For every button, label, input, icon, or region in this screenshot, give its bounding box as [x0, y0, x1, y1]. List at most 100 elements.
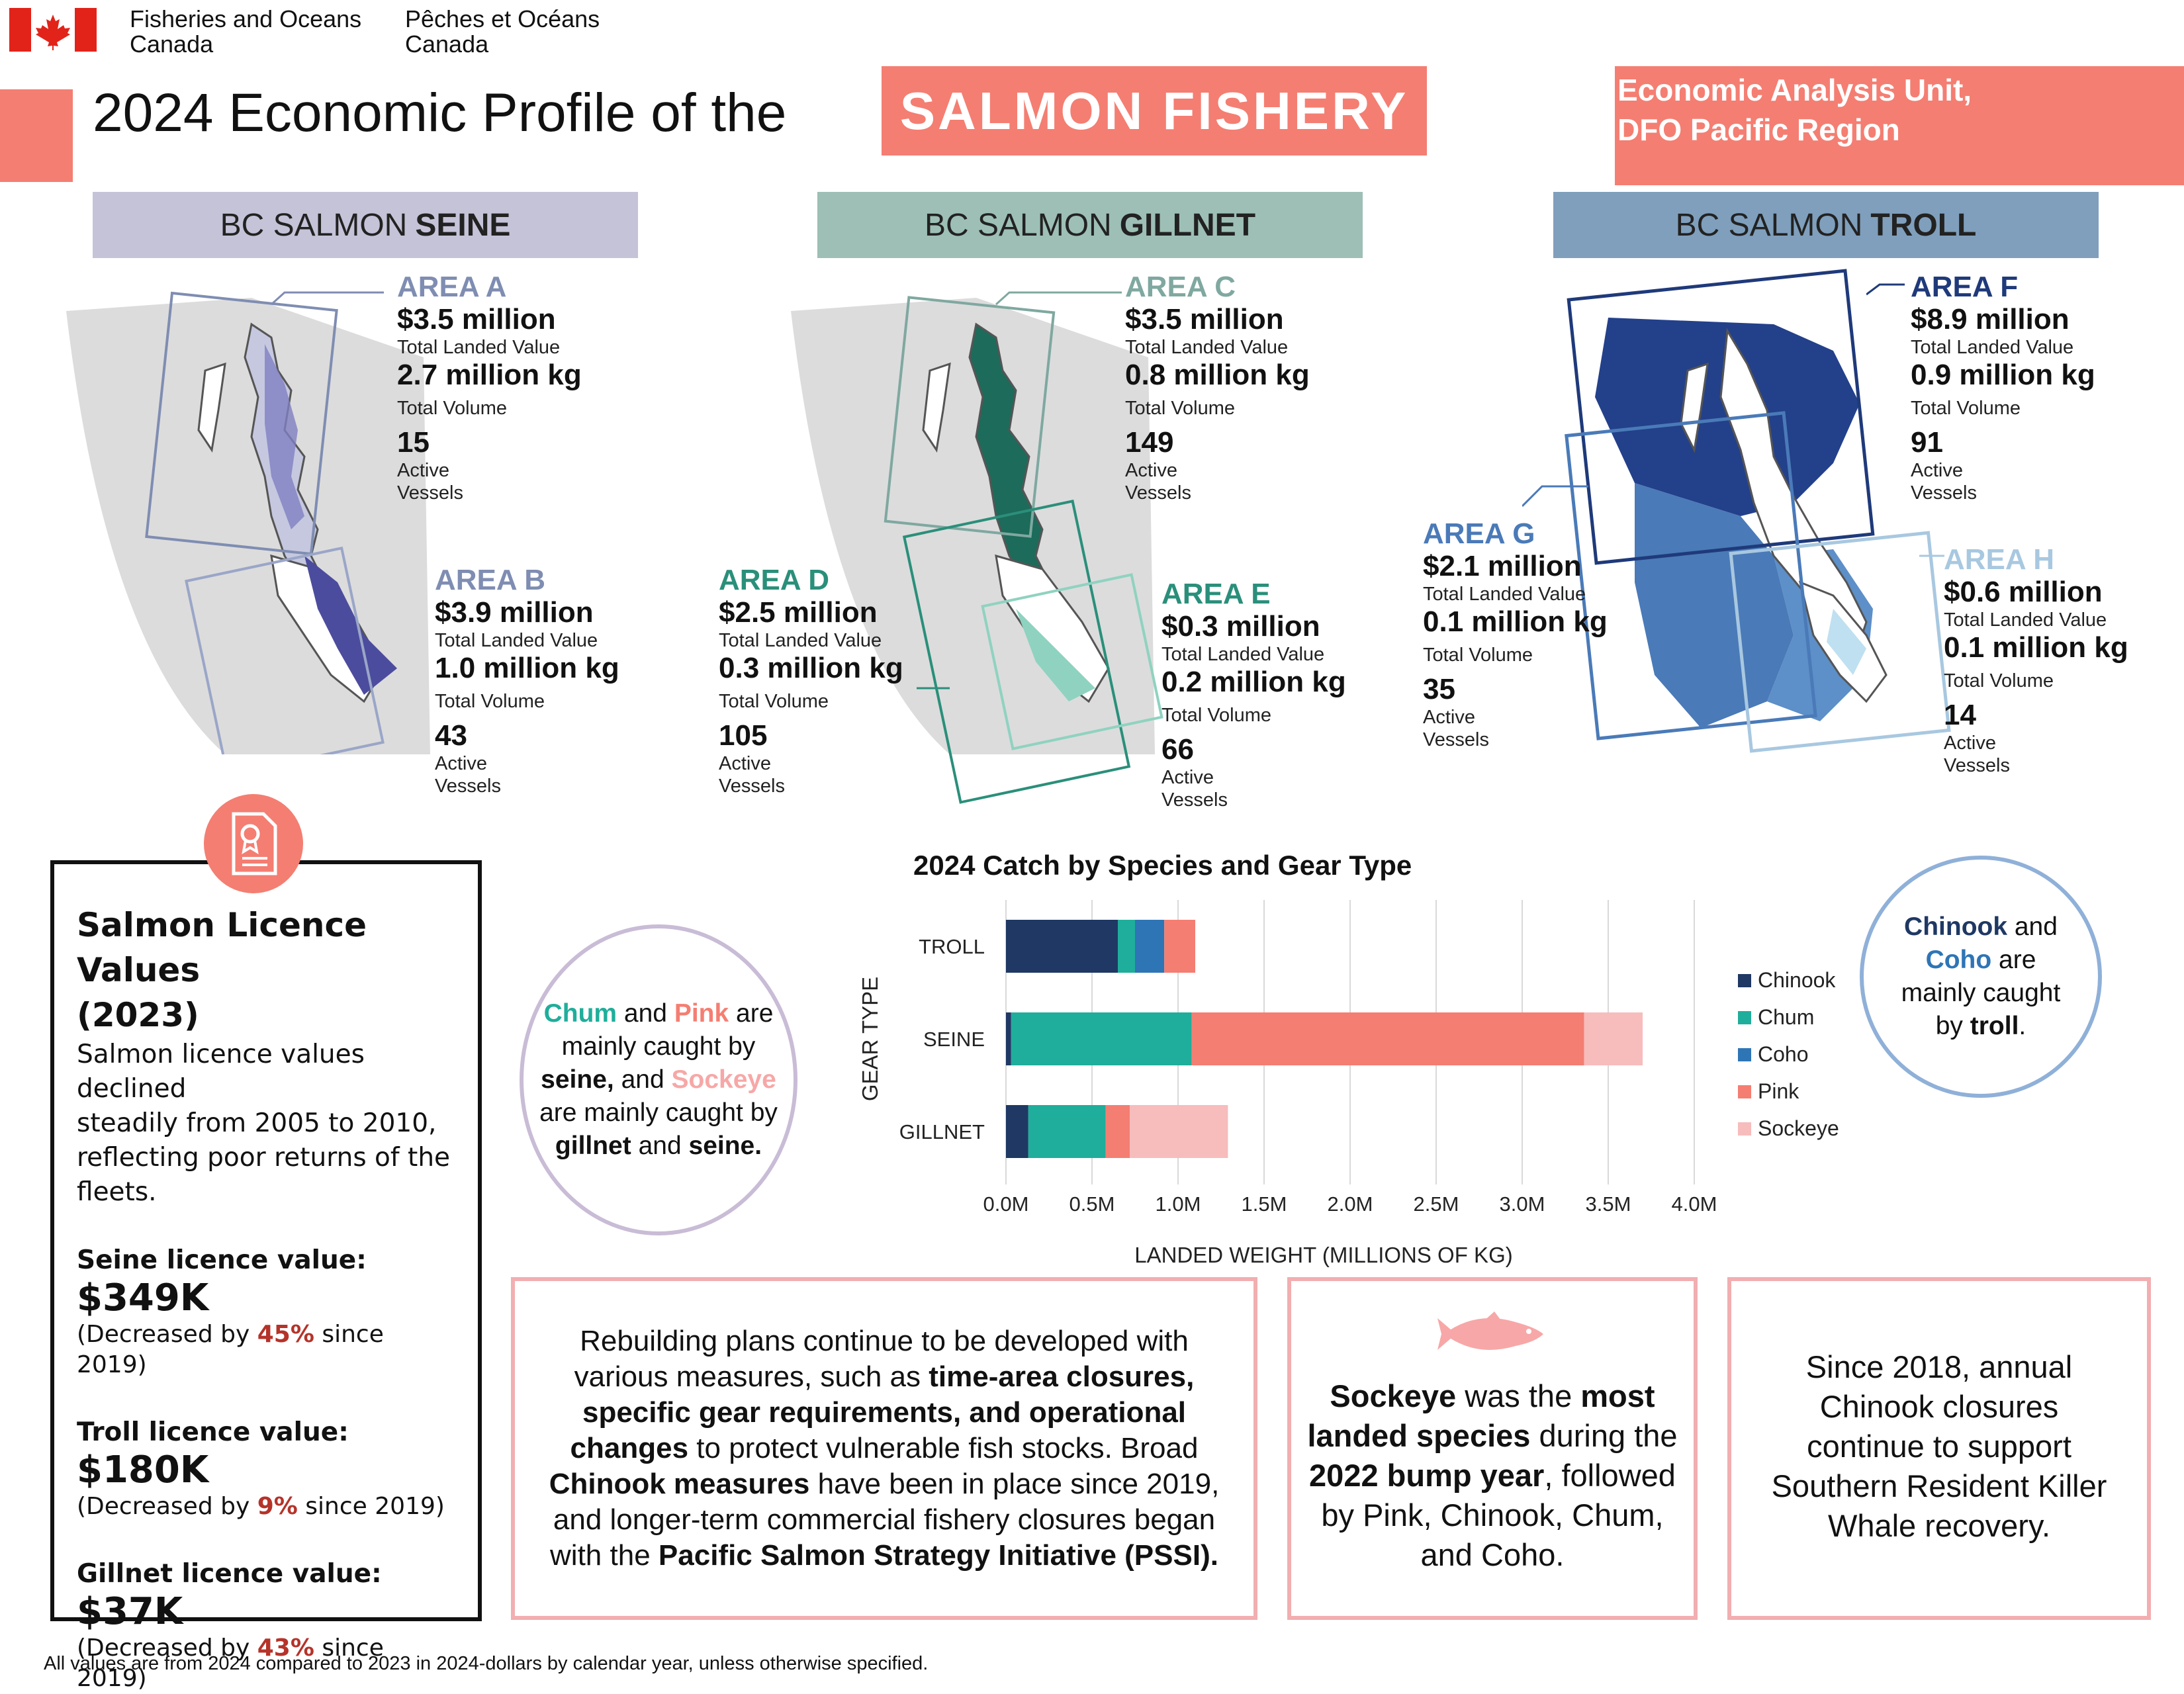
- note-line: various measures, such as time-area clos…: [549, 1359, 1220, 1395]
- note-segment: landed species: [1307, 1418, 1531, 1453]
- note-segment: Pacific Salmon Strategy Initiative (PSSI…: [658, 1539, 1218, 1572]
- licence-title-year: (2023): [77, 996, 199, 1034]
- vessel-count: 15: [397, 426, 430, 459]
- area-d-stats: AREA D $2.5 million Total Landed Value 0…: [719, 564, 931, 797]
- licence-value: $349K: [77, 1276, 209, 1319]
- island-haida: [197, 362, 226, 453]
- rebuilding-note-text: Rebuilding plans continue to be develope…: [549, 1323, 1220, 1574]
- note-segment: specific gear requirements, and operatio…: [582, 1396, 1187, 1429]
- x-tick-label: 3.5M: [1586, 1192, 1631, 1216]
- gear-header-gillnet: BC SALMON GILLNET: [817, 192, 1363, 258]
- volume: 1.0 million kg: [435, 652, 619, 684]
- area-f-box: [1567, 269, 1875, 565]
- volume-label: Total Volume: [1161, 705, 1272, 726]
- gear-header-troll: BC SALMON TROLL: [1553, 192, 2099, 258]
- vessel-label: Active: [1944, 733, 1996, 754]
- area-b-stats: AREA B $3.9 million Total Landed Value 1…: [435, 564, 673, 797]
- area-name: AREA C: [1125, 271, 1236, 303]
- note-segment: continue to support: [1807, 1429, 2071, 1464]
- note-segment: , followed: [1544, 1458, 1676, 1493]
- y-axis-title: GEAR TYPE: [858, 977, 882, 1101]
- licence-item-troll: Troll licence value: $180K (Decreased by…: [77, 1416, 458, 1522]
- seine-area-map: [66, 291, 430, 754]
- note-line: landed species during the: [1307, 1416, 1677, 1456]
- bar-segment-chinook-troll: [1006, 920, 1118, 973]
- x-axis-title: LANDED WEIGHT (MILLIONS OF KG): [1134, 1243, 1512, 1267]
- note-segment: by Pink, Chinook, Chum,: [1321, 1497, 1664, 1533]
- x-tick-label: 2.5M: [1414, 1192, 1459, 1216]
- licence-intro: Salmon licence values declined steadily f…: [77, 1040, 451, 1207]
- note-segment: during the: [1530, 1418, 1678, 1453]
- canada-flag-icon: [9, 8, 97, 52]
- note-segment: time-area closures,: [929, 1360, 1195, 1393]
- vessel-label: Vessels: [435, 776, 501, 797]
- area-g-stats: AREA G $2.1 million Total Landed Value 0…: [1423, 518, 1635, 751]
- x-tick-label: 4.0M: [1672, 1192, 1717, 1216]
- y-tick-label: SEINE: [923, 1028, 985, 1051]
- vessel-label: Active: [397, 460, 449, 481]
- vessel-count: 66: [1161, 733, 1194, 766]
- note-line: specific gear requirements, and operatio…: [549, 1395, 1220, 1431]
- area-f-leader: [1866, 283, 1905, 296]
- title-accent-block: [0, 89, 73, 182]
- licence-item-gillnet: Gillnet licence value: $37K (Decreased b…: [77, 1558, 458, 1694]
- area-c-stats: AREA C $3.5 million Total Landed Value 0…: [1125, 271, 1363, 504]
- volume-label: Total Volume: [719, 691, 829, 712]
- note-line: Southern Resident Killer: [1772, 1466, 2107, 1506]
- landed-value-label: Total Landed Value: [397, 337, 561, 358]
- note-segment: and Coho.: [1420, 1537, 1565, 1572]
- vessel-label: Vessels: [1911, 482, 1977, 504]
- landed-value-label: Total Landed Value: [1911, 337, 2074, 358]
- bar-segment-coho-troll: [1135, 920, 1165, 973]
- landed-value-label: Total Landed Value: [1944, 609, 2107, 631]
- landed-value-label: Total Landed Value: [1125, 337, 1289, 358]
- note-line: and Coho.: [1307, 1535, 1677, 1575]
- area-name: AREA E: [1161, 578, 1271, 610]
- area-h-leader: [1919, 555, 1944, 557]
- area-h-stats: AREA H $0.6 million Total Landed Value 0…: [1944, 544, 2169, 777]
- area-a-stats: AREA A $3.5 million Total Landed Value 2…: [397, 271, 649, 504]
- vessel-count: 43: [435, 719, 467, 752]
- area-h-box: [1729, 531, 1951, 753]
- area-f-stats: AREA F $8.9 million Total Landed Value 0…: [1911, 271, 2149, 504]
- vessel-label: Vessels: [1125, 482, 1191, 504]
- area-a-leader: [270, 291, 384, 306]
- area-a-box: [145, 291, 338, 556]
- vessel-count: 91: [1911, 426, 1943, 459]
- troll-area-map: [1565, 269, 1951, 753]
- department-name-fr: Pêches et Océans Canada: [405, 5, 600, 58]
- area-d-box: [902, 499, 1131, 804]
- licence-change: (Decreased by 9% since 2019): [77, 1493, 445, 1520]
- rebuilding-note: Rebuilding plans continue to be develope…: [511, 1277, 1257, 1620]
- chinook-note-text: Since 2018, annual Chinook closures contin…: [1772, 1347, 2107, 1546]
- area-h-inner: [1827, 609, 1866, 675]
- area-g-zone: [1635, 483, 1794, 728]
- catch-chart: 2024 Catch by Species and Gear Type 0.0M 0…: [858, 850, 1839, 1267]
- bar-segment-sockeye-gillnet: [1130, 1105, 1228, 1158]
- legend-swatch: [1738, 1085, 1751, 1098]
- note-segment: and longer-term commercial fishery closu…: [553, 1503, 1216, 1536]
- licence-item-seine: Seine licence value: $349K (Decreased by…: [77, 1244, 458, 1380]
- sockeye-note: Sockeye was the most landed species durin…: [1287, 1277, 1698, 1620]
- volume-label: Total Volume: [435, 691, 545, 712]
- landed-value: $2.1 million: [1423, 550, 1582, 582]
- note-segment: Sockeye: [1330, 1378, 1457, 1413]
- page-title: 2024 Economic Profile of the: [93, 83, 787, 143]
- note-segment: changes: [570, 1432, 689, 1464]
- sockeye-note-text: Sockeye was the most landed species durin…: [1307, 1376, 1677, 1575]
- bar-segment-pink-seine: [1191, 1012, 1584, 1065]
- area-c-box: [884, 296, 1056, 538]
- note-segment: Whale recovery.: [1827, 1508, 2051, 1543]
- legend-label: Pink: [1758, 1079, 1799, 1103]
- gear-header-seine: BC SALMON SEINE: [93, 192, 638, 258]
- landed-value: $3.5 million: [397, 303, 556, 335]
- note-segment: most: [1580, 1378, 1655, 1413]
- legend-label: Sockeye: [1758, 1116, 1839, 1140]
- volume: 0.2 million kg: [1161, 666, 1346, 698]
- legend-swatch: [1738, 974, 1751, 987]
- note-line: Whale recovery.: [1772, 1506, 2107, 1546]
- area-name: AREA G: [1423, 517, 1535, 550]
- y-tick-label: GILLNET: [899, 1120, 985, 1143]
- landed-value: $2.5 million: [719, 596, 878, 629]
- volume-label: Total Volume: [1911, 398, 2021, 419]
